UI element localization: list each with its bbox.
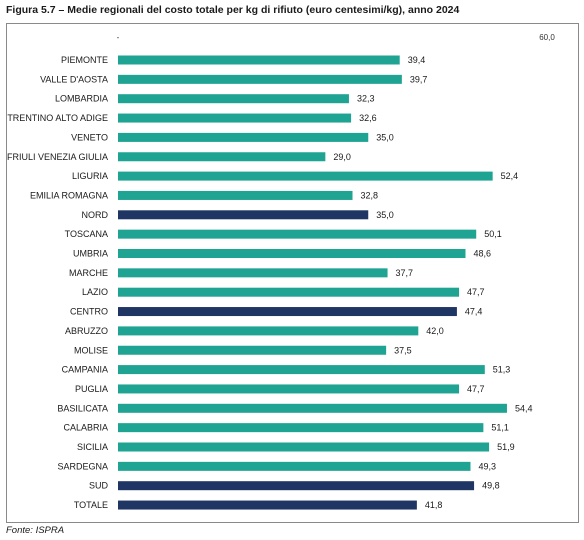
bar: [118, 152, 326, 162]
value-label: 32,3: [357, 94, 375, 104]
value-label: 37,7: [396, 268, 414, 278]
category-label: SARDEGNA: [57, 461, 108, 471]
value-label: 39,7: [410, 74, 428, 84]
bar: [118, 229, 477, 239]
category-label: SICILIA: [77, 442, 108, 452]
value-label: 47,7: [467, 287, 485, 297]
bar: [118, 287, 460, 297]
value-label: 39,4: [408, 55, 426, 65]
value-label: 52,4: [501, 171, 519, 181]
bar: [118, 94, 349, 104]
bar: [118, 307, 457, 317]
value-label: 49,8: [482, 481, 500, 491]
category-label: LAZIO: [82, 287, 108, 297]
category-label: TOTALE: [74, 500, 108, 510]
bar: [118, 423, 484, 433]
value-label: 54,4: [515, 403, 533, 413]
bar: [118, 55, 400, 65]
value-label: 47,7: [467, 384, 485, 394]
category-label: LIGURIA: [72, 171, 108, 181]
value-label: 32,6: [359, 113, 377, 123]
chart-title: Figura 5.7 – Medie regionali del costo t…: [6, 4, 460, 16]
bar: [118, 481, 475, 491]
x-tick-label: 60,0: [539, 33, 555, 42]
bar: [118, 442, 490, 452]
bar: [118, 384, 460, 394]
bar: [118, 210, 369, 220]
category-label: UMBRIA: [73, 249, 108, 259]
category-label: LOMBARDIA: [55, 94, 108, 104]
value-label: 48,6: [473, 249, 491, 259]
chart-frame: [6, 23, 579, 523]
bar: [118, 171, 493, 181]
x-tick-label: -: [117, 33, 120, 42]
value-label: 32,8: [361, 190, 379, 200]
category-label: EMILIA ROMAGNA: [30, 190, 108, 200]
value-label: 42,0: [426, 326, 444, 336]
category-label: BASILICATA: [57, 403, 108, 413]
category-label: TOSCANA: [65, 229, 108, 239]
bar: [118, 190, 353, 200]
category-label: CALABRIA: [63, 423, 108, 433]
category-label: ABRUZZO: [65, 326, 108, 336]
bar: [118, 74, 402, 84]
value-label: 35,0: [376, 132, 394, 142]
value-label: 51,1: [491, 423, 509, 433]
bar: [118, 132, 369, 142]
source-note: Fonte: ISPRA: [6, 525, 65, 536]
category-label: TRENTINO ALTO ADIGE: [7, 113, 108, 123]
bar: [118, 365, 485, 375]
value-label: 41,8: [425, 500, 443, 510]
value-label: 47,4: [465, 307, 483, 317]
bar: [118, 461, 471, 471]
category-label: MOLISE: [74, 345, 108, 355]
value-label: 35,0: [376, 210, 394, 220]
bar: [118, 326, 419, 336]
bar: [118, 403, 507, 413]
category-label: NORD: [82, 210, 109, 220]
bar: [118, 268, 388, 278]
category-label: VENETO: [71, 132, 108, 142]
category-label: CENTRO: [70, 307, 108, 317]
value-label: 51,3: [493, 365, 511, 375]
bar: [118, 345, 387, 355]
category-label: VALLE D'AOSTA: [40, 74, 108, 84]
category-label: SUD: [89, 481, 109, 491]
category-label: PIEMONTE: [61, 55, 108, 65]
bar: [118, 113, 352, 123]
value-label: 49,3: [478, 461, 496, 471]
value-label: 50,1: [484, 229, 502, 239]
category-label: CAMPANIA: [62, 365, 108, 375]
value-label: 51,9: [497, 442, 515, 452]
value-label: 29,0: [333, 152, 351, 162]
category-label: FRIULI VENEZIA GIULIA: [7, 152, 108, 162]
value-label: 37,5: [394, 345, 412, 355]
bar: [118, 500, 417, 510]
bar: [118, 249, 466, 258]
category-label: PUGLIA: [75, 384, 108, 394]
category-label: MARCHE: [69, 268, 108, 278]
